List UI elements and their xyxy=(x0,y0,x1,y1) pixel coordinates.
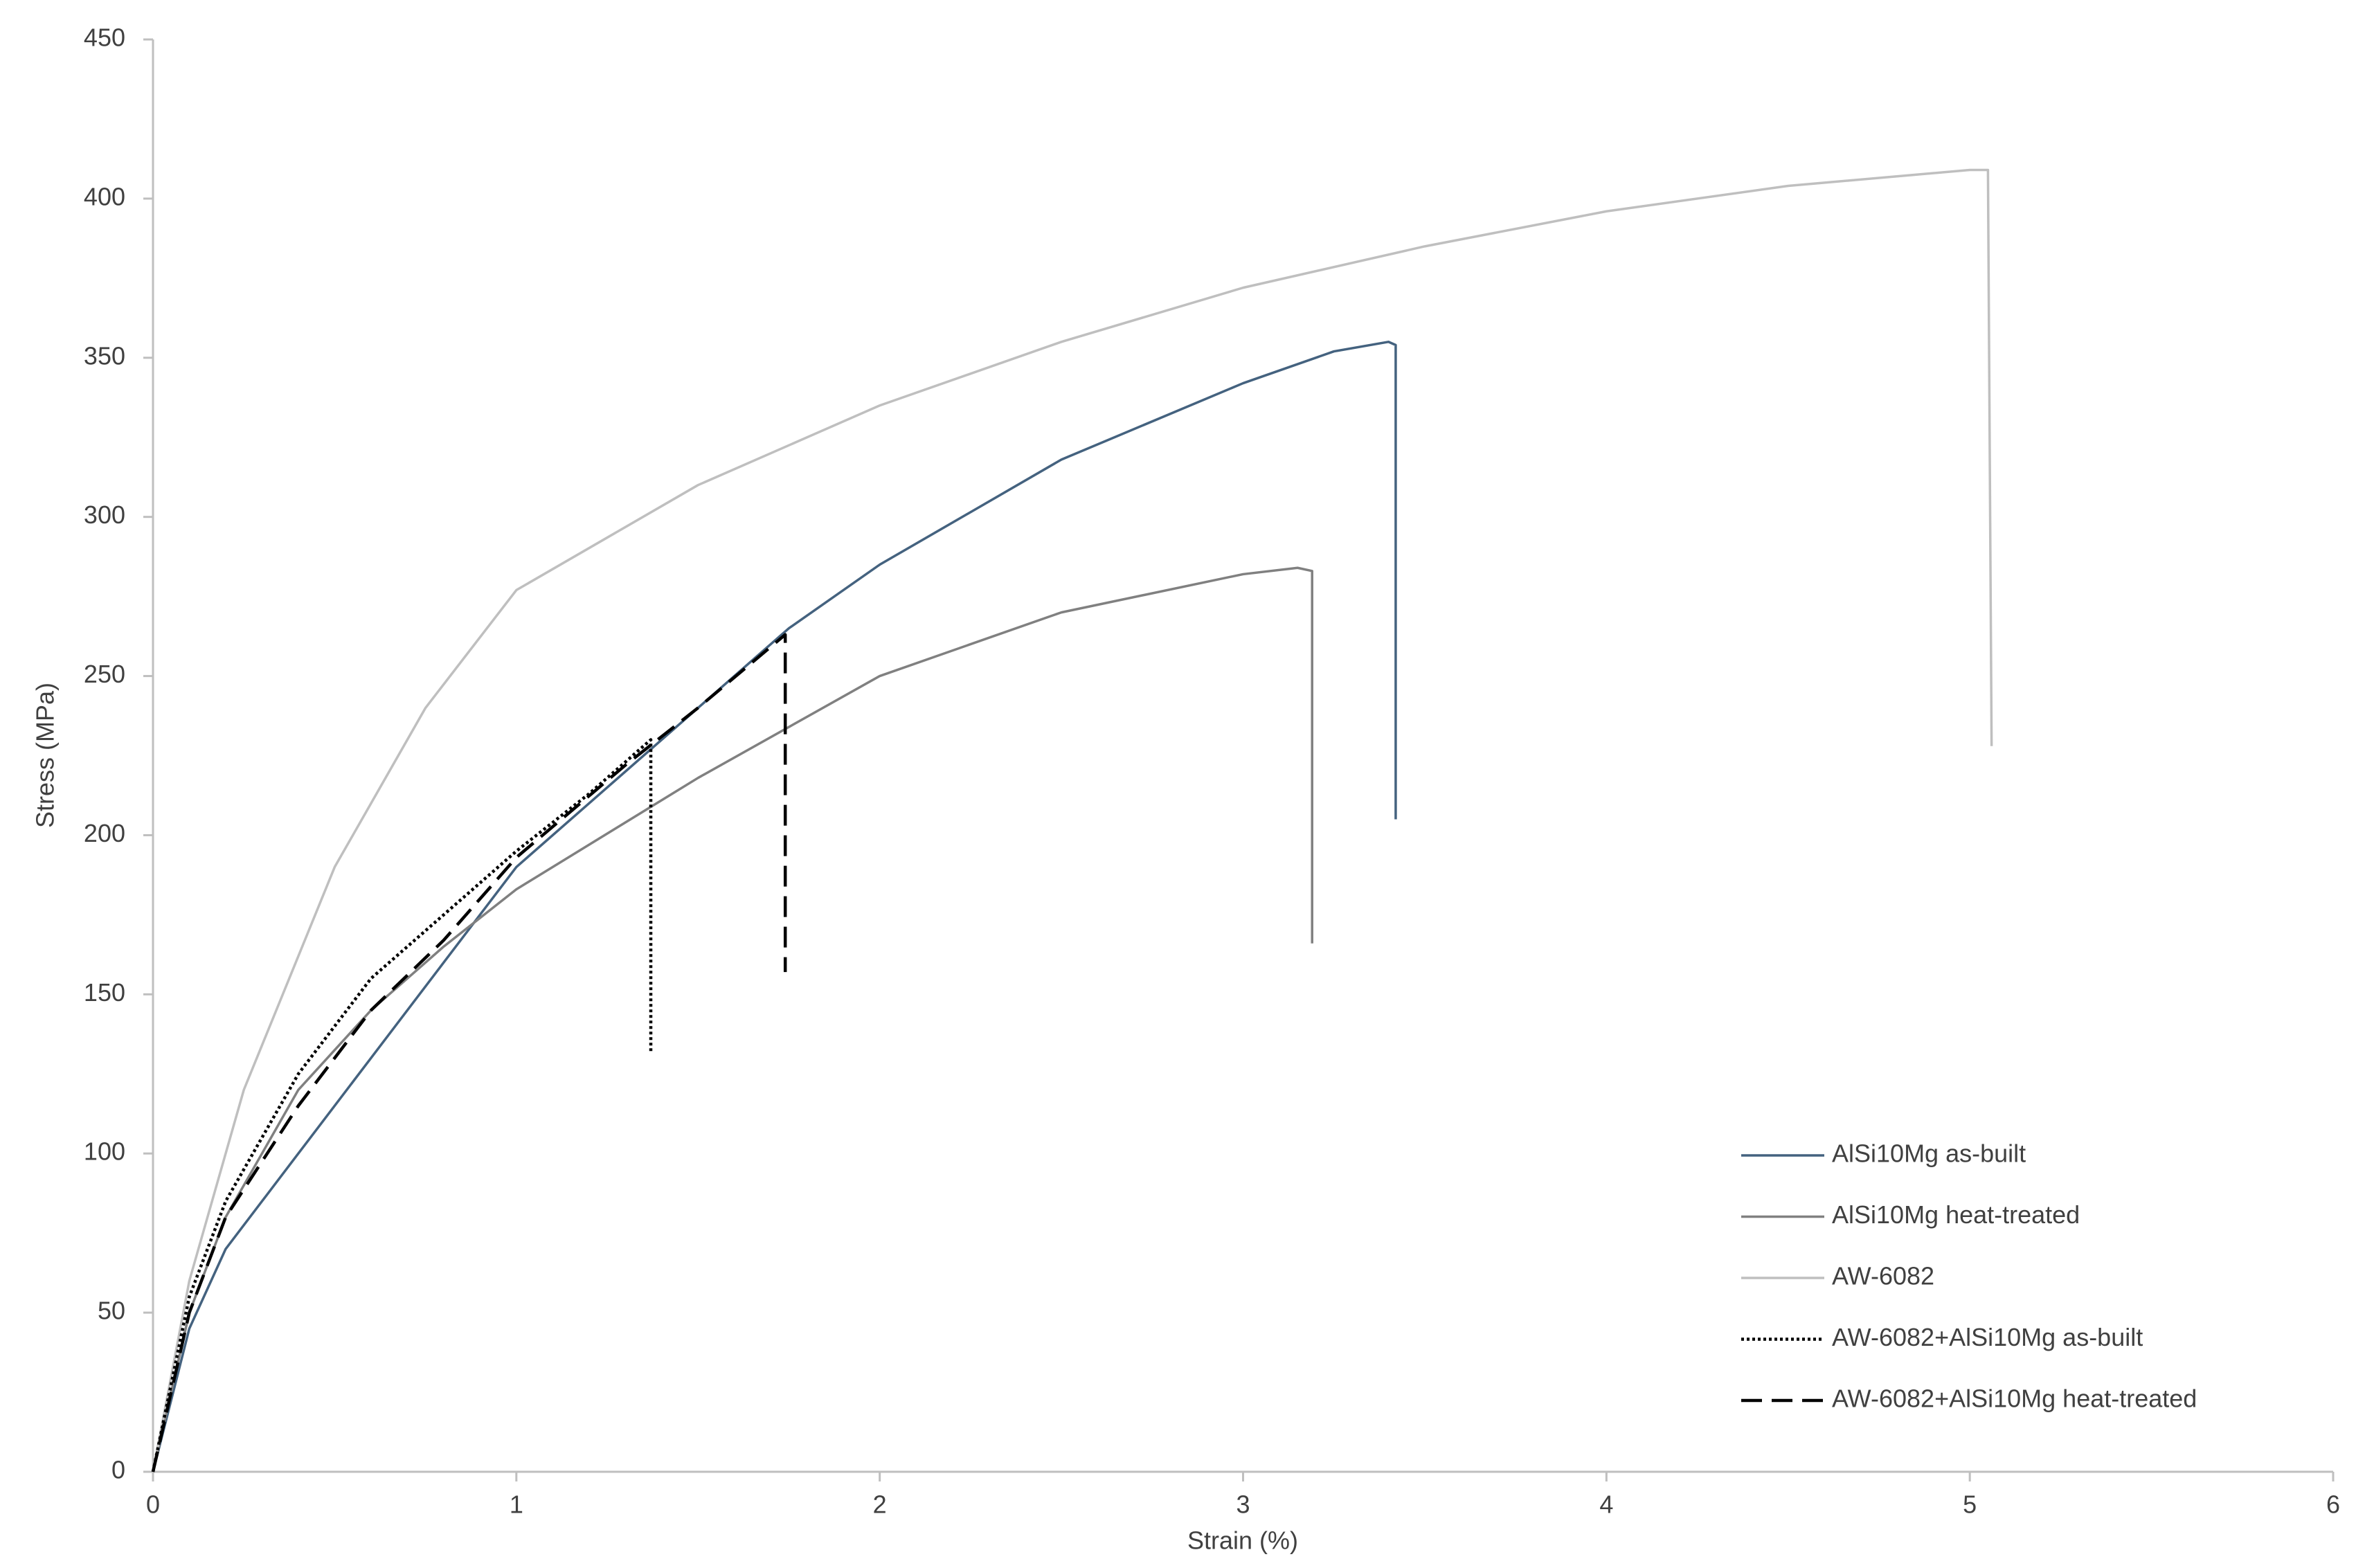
y-tick-label: 150 xyxy=(84,978,125,1007)
x-axis-label: Strain (%) xyxy=(1187,1526,1298,1555)
x-tick-label: 3 xyxy=(1236,1490,1250,1519)
y-tick-label: 200 xyxy=(84,819,125,847)
x-tick-label: 0 xyxy=(146,1490,160,1519)
legend-label: AW-6082 xyxy=(1832,1262,1934,1290)
y-axis-label: Stress (MPa) xyxy=(31,683,60,828)
legend-label: AlSi10Mg as-built xyxy=(1832,1139,2026,1168)
x-tick-label: 4 xyxy=(1599,1490,1613,1519)
legend-label: AW-6082+AlSi10Mg heat-treated xyxy=(1832,1385,2197,1413)
x-tick-label: 6 xyxy=(2326,1490,2340,1519)
series-line xyxy=(151,633,787,1472)
y-tick-label: 250 xyxy=(84,660,125,688)
series-line xyxy=(152,341,1397,1472)
y-tick-label: 450 xyxy=(84,24,125,52)
y-tick-label: 400 xyxy=(84,182,125,210)
x-tick-label: 1 xyxy=(510,1490,523,1519)
y-tick-label: 300 xyxy=(84,501,125,529)
y-tick-label: 100 xyxy=(84,1137,125,1166)
legend-label: AW-6082+AlSi10Mg as-built xyxy=(1832,1323,2143,1351)
x-tick-label: 2 xyxy=(873,1490,887,1519)
x-tick-label: 5 xyxy=(1963,1490,1977,1519)
y-tick-label: 50 xyxy=(98,1297,125,1325)
series-line xyxy=(152,566,1313,1472)
legend-label: AlSi10Mg heat-treated xyxy=(1832,1200,2080,1229)
y-tick-label: 350 xyxy=(84,341,125,370)
series-line xyxy=(152,168,1993,1472)
series-line xyxy=(151,738,653,1472)
y-tick-label: 0 xyxy=(111,1456,125,1484)
